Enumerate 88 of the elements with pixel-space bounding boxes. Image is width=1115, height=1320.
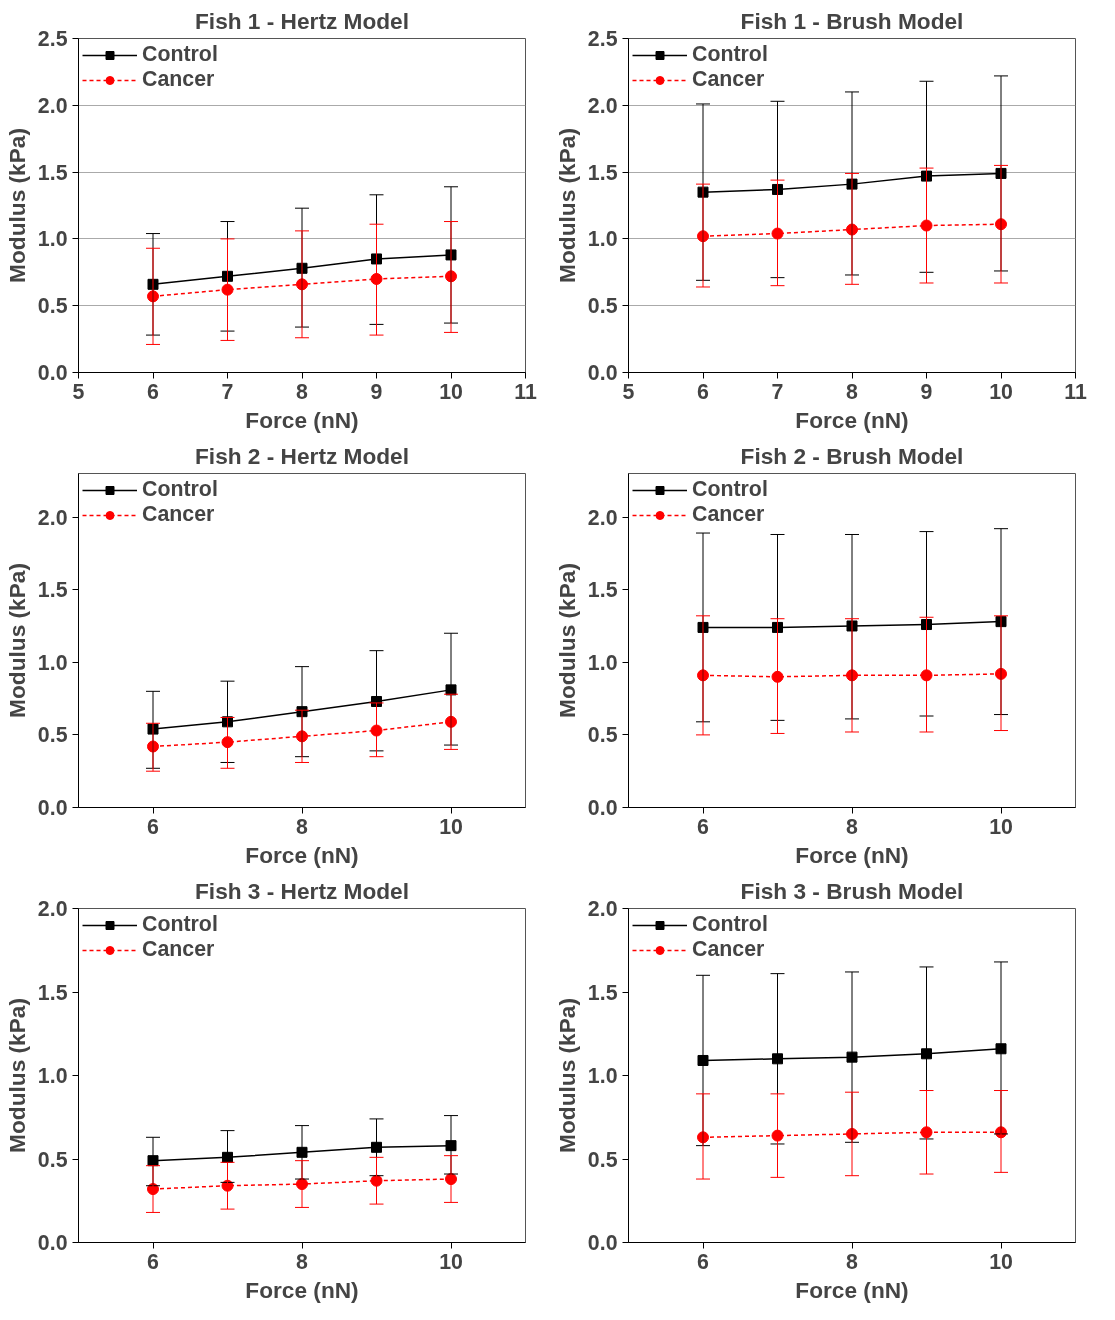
x-tick-label: 9 bbox=[920, 379, 933, 404]
y-tick-label: 0.0 bbox=[587, 796, 618, 820]
legend-label: Cancer bbox=[142, 67, 215, 92]
y-tick-label: 1.5 bbox=[37, 980, 68, 1005]
x-tick-label: 10 bbox=[989, 814, 1013, 839]
y-axis-title: Modulus (kPa) bbox=[553, 563, 580, 718]
y-axis-title: Modulus (kPa) bbox=[3, 128, 30, 283]
y-tick-label: 2.0 bbox=[37, 93, 68, 118]
x-tick-label: 5 bbox=[622, 379, 635, 404]
x-tick-label: 8 bbox=[846, 814, 859, 839]
x-tick-label: 11 bbox=[1064, 379, 1087, 404]
y-axis-title: Modulus (kPa) bbox=[3, 563, 30, 718]
chart-title: Fish 1 - Brush Model bbox=[740, 7, 964, 34]
y-axis-title: Modulus (kPa) bbox=[553, 998, 580, 1153]
x-tick-label: 9 bbox=[370, 379, 383, 404]
y-axis-title: Modulus (kPa) bbox=[553, 128, 580, 283]
chart-title: Fish 3 - Brush Model bbox=[740, 877, 964, 904]
x-tick-label: 6 bbox=[147, 1249, 160, 1274]
y-tick-label: 2.0 bbox=[37, 897, 68, 921]
y-tick-label: 2.0 bbox=[587, 897, 618, 921]
x-axis-title: Force (nN) bbox=[795, 406, 909, 433]
y-tick-label: 1.0 bbox=[37, 650, 68, 675]
y-tick-label: 0.0 bbox=[37, 1231, 68, 1255]
chart-title: Fish 2 - Hertz Model bbox=[195, 442, 409, 469]
legend-label: Cancer bbox=[142, 937, 215, 962]
y-tick-label: 1.0 bbox=[37, 1064, 68, 1088]
y-axis-title: Modulus (kPa) bbox=[3, 998, 30, 1153]
legend-label: Control bbox=[142, 912, 218, 937]
legend-label: Cancer bbox=[142, 502, 215, 527]
x-axis-title: Force (nN) bbox=[795, 1276, 909, 1303]
legend-label: Control bbox=[692, 477, 768, 502]
legend-label: Control bbox=[692, 42, 768, 67]
x-tick-label: 10 bbox=[989, 379, 1013, 404]
chart-title: Fish 3 - Hertz Model bbox=[195, 877, 409, 904]
legend-label: Control bbox=[142, 477, 218, 502]
x-tick-label: 8 bbox=[296, 1249, 309, 1274]
y-tick-label: 1.0 bbox=[587, 1064, 618, 1088]
x-axis-title: Force (nN) bbox=[245, 841, 359, 868]
y-tick-label: 1.5 bbox=[587, 160, 618, 185]
x-tick-label: 10 bbox=[989, 1249, 1013, 1274]
y-tick-label: 2.0 bbox=[37, 505, 68, 530]
y-tick-label: 0.5 bbox=[37, 1147, 68, 1172]
y-tick-label: 0.0 bbox=[37, 796, 68, 820]
x-axis-title: Force (nN) bbox=[795, 841, 909, 868]
x-tick-label: 7 bbox=[771, 379, 784, 404]
x-axis-title: Force (nN) bbox=[245, 406, 359, 433]
x-tick-label: 6 bbox=[147, 814, 160, 839]
y-tick-label: 0.0 bbox=[587, 361, 618, 385]
x-tick-label: 8 bbox=[846, 379, 859, 404]
y-tick-label: 1.5 bbox=[37, 578, 68, 603]
y-tick-label: 0.5 bbox=[587, 294, 618, 319]
y-tick-label: 0.0 bbox=[587, 1231, 618, 1255]
y-tick-label: 1.5 bbox=[587, 578, 618, 603]
x-tick-label: 5 bbox=[72, 379, 85, 404]
y-tick-label: 1.5 bbox=[587, 980, 618, 1005]
legend-label: Cancer bbox=[692, 937, 765, 962]
y-tick-label: 0.5 bbox=[587, 723, 618, 748]
x-tick-label: 6 bbox=[147, 379, 160, 404]
legend-label: Cancer bbox=[692, 502, 765, 527]
x-tick-label: 8 bbox=[296, 379, 309, 404]
x-axis-title: Force (nN) bbox=[245, 1276, 359, 1303]
y-tick-label: 0.5 bbox=[37, 723, 68, 748]
x-tick-label: 6 bbox=[697, 814, 710, 839]
y-tick-label: 1.0 bbox=[587, 227, 618, 252]
legend-label: Control bbox=[142, 42, 218, 67]
chart-title: Fish 2 - Brush Model bbox=[740, 442, 964, 469]
x-tick-label: 11 bbox=[514, 379, 537, 404]
y-tick-label: 1.0 bbox=[37, 227, 68, 252]
x-tick-label: 6 bbox=[697, 379, 710, 404]
y-tick-label: 2.5 bbox=[587, 27, 618, 51]
y-tick-label: 0.0 bbox=[37, 361, 68, 385]
legend-label: Control bbox=[692, 912, 768, 937]
x-tick-label: 7 bbox=[221, 379, 234, 404]
y-tick-label: 0.5 bbox=[37, 294, 68, 319]
x-tick-label: 8 bbox=[296, 814, 309, 839]
y-tick-label: 1.0 bbox=[587, 650, 618, 675]
x-tick-label: 6 bbox=[697, 1249, 710, 1274]
y-tick-label: 2.0 bbox=[587, 505, 618, 530]
x-tick-label: 10 bbox=[439, 379, 463, 404]
y-tick-label: 1.5 bbox=[37, 160, 68, 185]
x-tick-label: 10 bbox=[439, 1249, 463, 1274]
y-tick-label: 2.0 bbox=[587, 93, 618, 118]
y-tick-label: 2.5 bbox=[37, 27, 68, 51]
y-tick-label: 0.5 bbox=[587, 1147, 618, 1172]
chart-title: Fish 1 - Hertz Model bbox=[195, 7, 409, 34]
x-tick-label: 8 bbox=[846, 1249, 859, 1274]
legend-label: Cancer bbox=[692, 67, 765, 92]
x-tick-label: 10 bbox=[439, 814, 463, 839]
